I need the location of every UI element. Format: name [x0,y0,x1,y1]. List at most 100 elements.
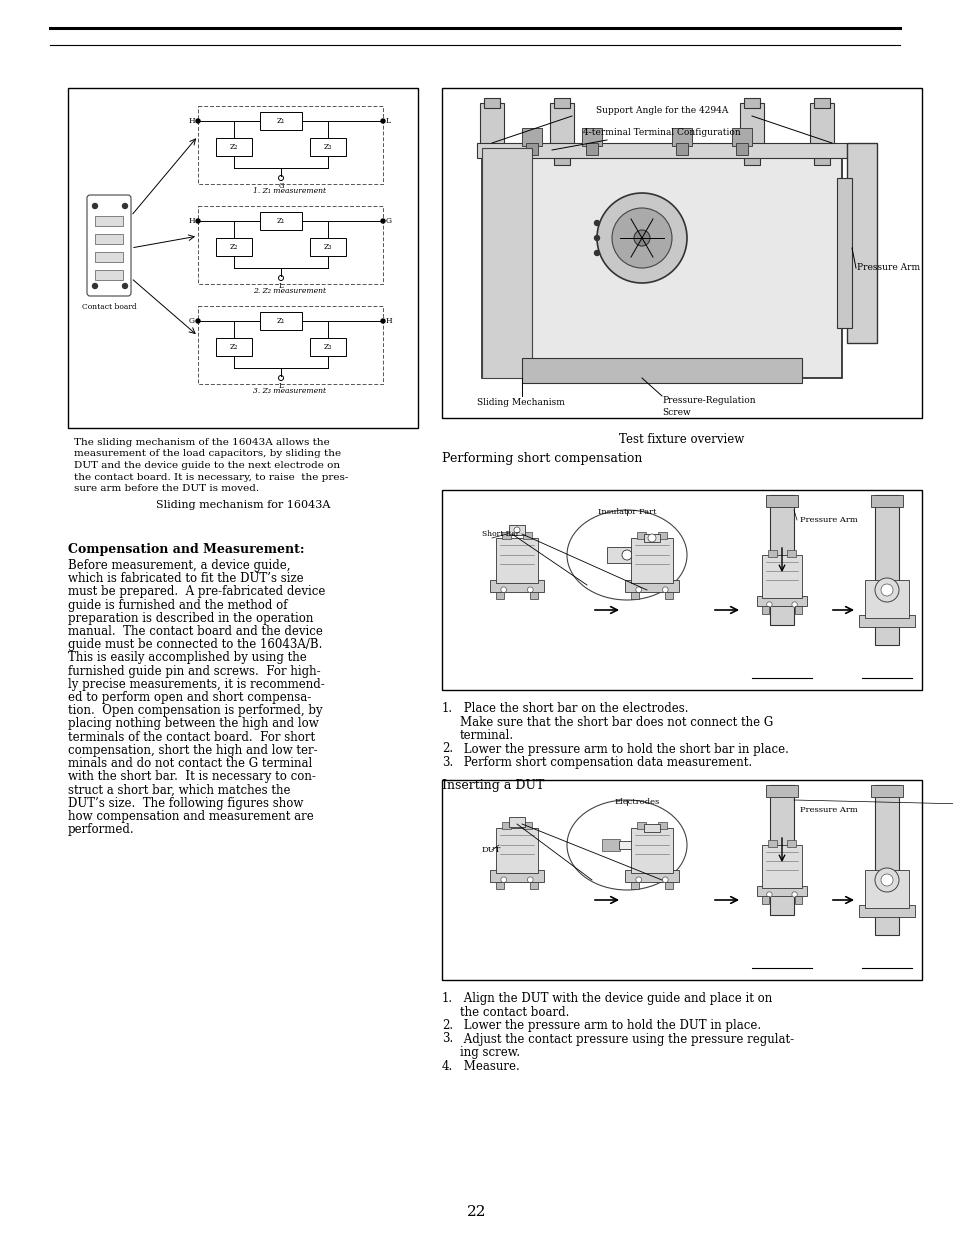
Text: 3.: 3. [441,756,453,769]
Bar [864,580,908,618]
Text: L: L [386,117,391,125]
Bar [310,138,346,156]
Circle shape [661,877,667,883]
Bar [743,98,760,107]
Circle shape [612,207,671,268]
Bar [260,212,302,230]
Bar [496,882,503,889]
Bar [657,532,666,540]
Bar [530,882,537,889]
Circle shape [195,219,200,224]
Circle shape [791,892,797,897]
Text: guide is furnished and the method of: guide is furnished and the method of [68,599,287,611]
Text: Pressure Arm: Pressure Arm [856,263,919,273]
Bar [554,149,569,165]
Bar [481,148,841,378]
Bar [522,532,532,540]
Text: H: H [386,317,393,325]
Text: 2.: 2. [441,1019,453,1032]
Circle shape [766,892,771,897]
Text: placing nothing between the high and low: placing nothing between the high and low [68,718,318,730]
Text: which is fabricated to fit the DUT’s size: which is fabricated to fit the DUT’s siz… [68,572,303,585]
Text: Lower the pressure arm to hold the DUT in place.: Lower the pressure arm to hold the DUT i… [459,1019,760,1032]
Bar [496,827,537,873]
Bar [601,839,619,851]
Text: compensation, short the high and low ter-: compensation, short the high and low ter… [68,743,317,757]
Text: Screw: Screw [661,408,690,417]
Text: manual.  The contact board and the device: manual. The contact board and the device [68,625,322,638]
Bar [858,615,914,627]
Text: the contact board. It is necessary, to raise  the pres-: the contact board. It is necessary, to r… [74,473,348,482]
Circle shape [766,601,771,608]
Bar [740,103,763,153]
Bar [554,98,569,107]
Text: 2. Z₂ measurement: 2. Z₂ measurement [253,287,326,295]
Text: furnished guide pin and screws.  For high-: furnished guide pin and screws. For high… [68,664,320,678]
Circle shape [621,550,631,559]
Text: Z₂: Z₂ [230,243,238,251]
Text: Z₂: Z₂ [230,143,238,151]
Bar [476,143,846,158]
Bar [813,98,829,107]
Text: how compensation and measurement are: how compensation and measurement are [68,810,314,823]
Bar [643,534,659,542]
Bar [441,88,921,417]
Text: H: H [188,217,194,225]
Bar [637,532,645,540]
Text: Z₁: Z₁ [276,317,285,325]
Circle shape [527,877,533,883]
Bar [765,495,797,508]
Text: DUT’s size.  The following figures show: DUT’s size. The following figures show [68,797,303,810]
Bar [215,338,252,356]
Bar [310,338,346,356]
Bar [846,143,876,343]
Circle shape [594,251,598,256]
Bar [794,606,801,614]
Circle shape [594,221,598,226]
Circle shape [92,284,97,289]
Circle shape [527,587,533,593]
Bar [767,840,776,847]
Bar [581,128,601,146]
Bar [631,827,672,873]
Text: Contact board: Contact board [82,303,136,311]
Bar [198,306,382,384]
Text: Short Bar: Short Bar [481,530,518,538]
Text: G: G [386,217,392,225]
Text: must be prepared.  A pre-fabricated device: must be prepared. A pre-fabricated devic… [68,585,325,599]
Text: Measure.: Measure. [459,1060,519,1072]
Bar [496,592,503,599]
Text: Pressure Arm: Pressure Arm [800,806,857,814]
Text: Pressure Arm: Pressure Arm [800,516,857,524]
Circle shape [195,119,200,124]
Text: 4-terminal Terminal Configuration: 4-terminal Terminal Configuration [582,128,740,137]
Text: Support Angle for the 4294A: Support Angle for the 4294A [596,106,727,115]
Bar [731,128,751,146]
Bar [260,112,302,130]
Bar [606,547,646,563]
Text: G: G [189,317,194,325]
Bar [735,143,747,156]
Text: Performing short compensation: Performing short compensation [441,452,641,466]
Text: struct a short bar, which matches the: struct a short bar, which matches the [68,783,291,797]
Bar [756,595,806,606]
Text: 22: 22 [467,1205,486,1219]
Bar [481,148,532,378]
Bar [657,821,666,830]
Bar [441,490,921,690]
Bar [521,128,541,146]
Bar [794,897,801,904]
Text: Insulator Part: Insulator Part [598,508,656,516]
Circle shape [634,230,649,246]
Bar [550,103,574,153]
Text: terminals of the contact board.  For short: terminals of the contact board. For shor… [68,731,314,743]
Circle shape [636,587,640,593]
Text: the contact board.: the contact board. [459,1005,569,1019]
Bar [95,216,123,226]
Text: Perform short compensation data measurement.: Perform short compensation data measurem… [459,756,751,769]
Circle shape [500,877,506,883]
Bar [756,885,806,897]
Bar [874,495,898,645]
Bar [483,98,499,107]
Text: ing screw.: ing screw. [459,1046,519,1058]
